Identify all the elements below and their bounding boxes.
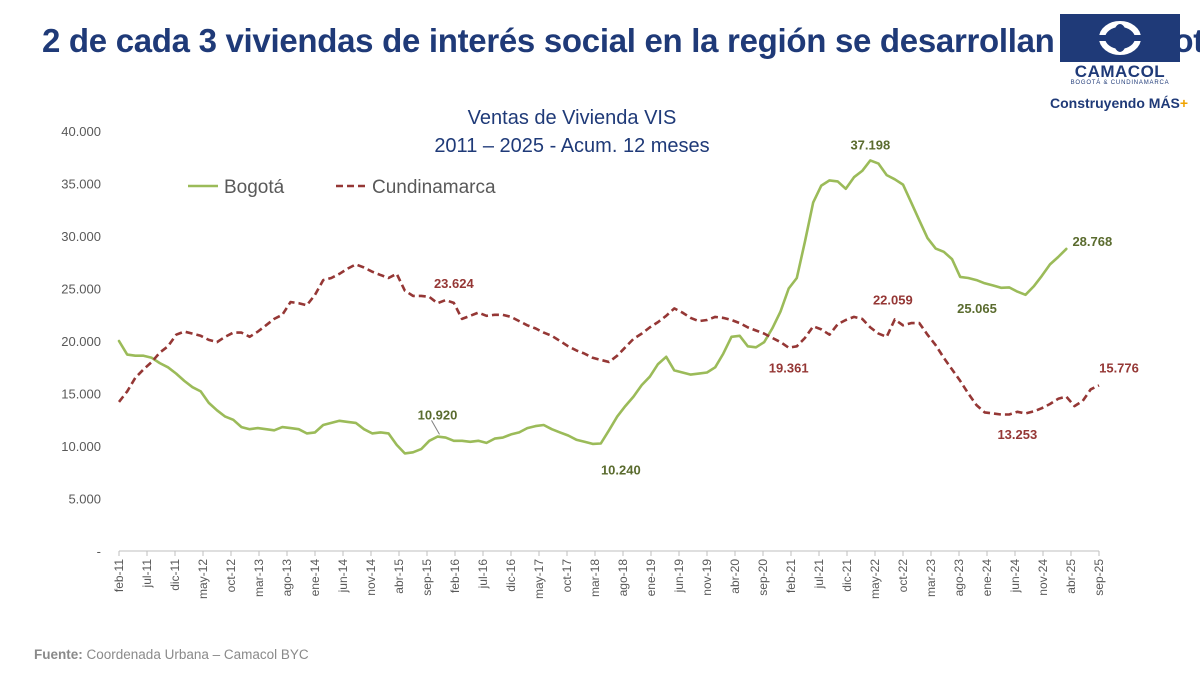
- source-label: Fuente:: [34, 647, 83, 662]
- data-label: 10.920: [418, 407, 458, 422]
- y-tick-label: 25.000: [61, 282, 101, 297]
- x-tick-label: ene-19: [644, 559, 658, 597]
- series-line-cundinamarca: [117, 263, 1100, 416]
- x-tick-label: ene-14: [308, 559, 322, 597]
- logo-slogan: Construyendo MÁS+: [1050, 95, 1188, 111]
- sales-line-chart: Ventas de Vivienda VIS 2011 – 2025 - Acu…: [61, 107, 1139, 599]
- x-tick-label: abr-20: [728, 559, 742, 594]
- x-tick-label: feb-21: [784, 559, 798, 593]
- x-tick-label: may-17: [532, 559, 546, 599]
- x-tick-label: sep-25: [1092, 559, 1106, 596]
- x-tick-label: mar-23: [924, 559, 938, 597]
- x-tick-label: ago-13: [280, 559, 294, 597]
- data-label: 28.768: [1072, 234, 1112, 249]
- x-tick-label: jul-11: [140, 559, 154, 589]
- y-tick-label: 10.000: [61, 439, 101, 454]
- x-tick-label: feb-11: [112, 559, 126, 592]
- data-label: 13.253: [997, 427, 1037, 442]
- data-label: 19.361: [769, 361, 809, 376]
- data-label: 23.624: [434, 276, 475, 291]
- data-label: 10.240: [601, 462, 641, 477]
- y-tick-label: 20.000: [61, 334, 101, 349]
- series-layer: [117, 159, 1100, 455]
- page-title: 2 de cada 3 viviendas de interés social …: [42, 22, 1200, 59]
- series-line-bogot: [117, 159, 1068, 455]
- x-tick-label: dic-16: [504, 559, 518, 592]
- x-tick-label: dic-11: [168, 559, 182, 591]
- y-axis: - 5.000 10.000 15.000 20.000 25.000 30.000 35.0…: [61, 124, 101, 559]
- data-label: 15.776: [1099, 360, 1139, 375]
- x-tick-label: oct-17: [560, 559, 574, 593]
- x-tick-label: jun-14: [336, 559, 350, 594]
- x-tick-label: may-22: [868, 559, 882, 599]
- data-label: 22.059: [873, 292, 913, 307]
- label-leader-line: [431, 420, 440, 435]
- x-tick-label: oct-22: [896, 559, 910, 593]
- logo-subtitle: BOGOTÁ & CUNDINAMARCA: [1070, 80, 1170, 86]
- y-tick-label: 5.000: [68, 492, 101, 507]
- x-tick-label: abr-15: [392, 559, 406, 594]
- source-note: Fuente: Coordenada Urbana – Camacol BYC: [34, 647, 309, 662]
- x-tick-label: mar-13: [252, 559, 266, 597]
- legend: Bogotá Cundinamarca: [188, 177, 496, 198]
- logo-slogan-text: Construyendo MÁS: [1050, 95, 1180, 111]
- y-tick-label: 35.000: [61, 177, 101, 192]
- legend-label: Bogotá: [224, 177, 285, 198]
- x-tick-label: ago-18: [616, 559, 630, 597]
- x-tick-label: nov-24: [1036, 559, 1050, 596]
- logo-emblem: [1060, 14, 1180, 62]
- x-tick-label: dic-21: [840, 559, 854, 592]
- x-tick-label: sep-20: [756, 559, 770, 596]
- x-tick-label: oct-12: [224, 559, 238, 593]
- y-tick-label: 15.000: [61, 387, 101, 402]
- x-tick-label: nov-19: [700, 559, 714, 596]
- x-tick-label: sep-15: [420, 559, 434, 596]
- x-tick-label: mar-18: [588, 559, 602, 597]
- x-tick-label: may-12: [196, 559, 210, 599]
- data-labels: 10.920 10.240 37.198 25.065 28.768 23.624 19.3…: [418, 137, 1139, 477]
- camacol-logo: CAMACOL BOGOTÁ & CUNDINAMARCA Construyen…: [1050, 12, 1188, 111]
- y-tick-label: 30.000: [61, 229, 101, 244]
- source-text: Coordenada Urbana – Camacol BYC: [86, 647, 309, 662]
- x-tick-label: jul-16: [476, 559, 490, 590]
- x-tick-label: ene-24: [980, 559, 994, 597]
- chart-subtitle: 2011 – 2025 - Acum. 12 meses: [434, 135, 709, 157]
- x-tick-label: jul-21: [812, 559, 826, 590]
- logo-name: CAMACOL: [1074, 62, 1166, 81]
- x-tick-label: nov-14: [364, 559, 378, 596]
- x-tick-label: abr-25: [1064, 559, 1078, 594]
- x-axis: feb-11 jul-11 dic-11 may-12 oct-12 mar-13 ago-…: [112, 550, 1106, 599]
- y-tick-label: -: [97, 544, 101, 559]
- x-tick-label: ago-23: [952, 559, 966, 597]
- data-label: 25.065: [957, 301, 997, 316]
- x-tick-label: jun-24: [1008, 559, 1022, 594]
- logo-plus: +: [1179, 95, 1189, 111]
- data-label: 37.198: [850, 137, 890, 152]
- chart-title: Ventas de Vivienda VIS: [468, 107, 677, 129]
- logo-rings-icon: [1060, 21, 1180, 55]
- y-tick-label: 40.000: [61, 124, 101, 139]
- x-tick-label: feb-16: [448, 559, 462, 593]
- x-tick-label: jun-19: [672, 559, 686, 594]
- legend-label: Cundinamarca: [372, 177, 496, 198]
